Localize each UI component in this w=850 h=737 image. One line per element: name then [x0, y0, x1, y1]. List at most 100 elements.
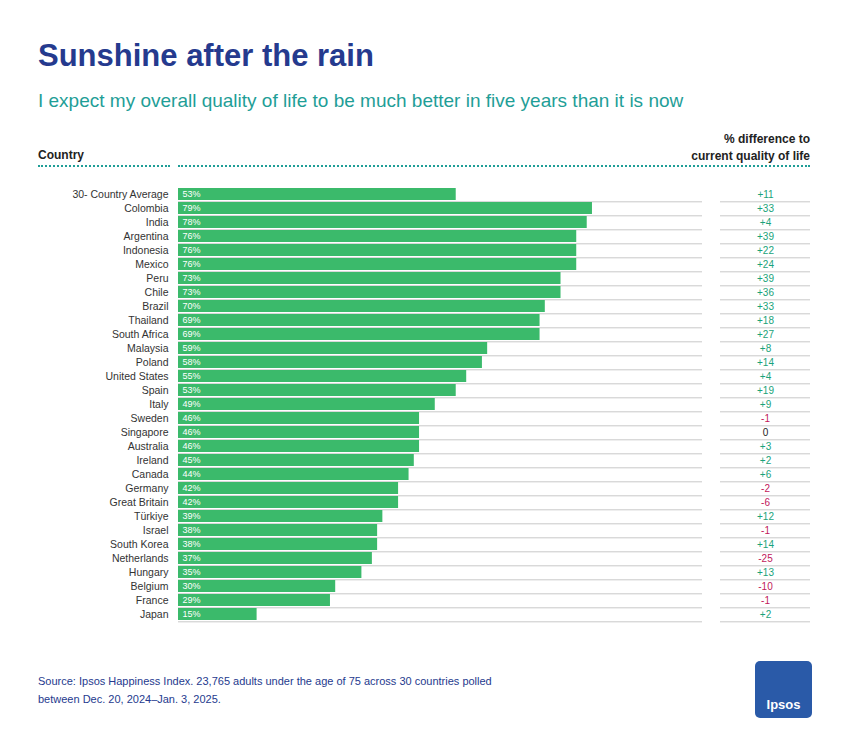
- svg-text:46%: 46%: [183, 441, 201, 451]
- svg-text:Singapore: Singapore: [121, 426, 169, 438]
- svg-text:76%: 76%: [183, 259, 201, 269]
- svg-text:+36: +36: [757, 287, 774, 298]
- svg-text:-1: -1: [761, 413, 770, 424]
- svg-text:Italy: Italy: [149, 398, 169, 410]
- svg-text:53%: 53%: [183, 189, 201, 199]
- svg-text:Peru: Peru: [146, 272, 168, 284]
- svg-text:South Africa: South Africa: [112, 328, 169, 340]
- svg-text:+22: +22: [757, 245, 774, 256]
- svg-text:Germany: Germany: [125, 482, 169, 494]
- svg-text:South Korea: South Korea: [110, 538, 169, 550]
- svg-text:44%: 44%: [183, 469, 201, 479]
- svg-text:Spain: Spain: [142, 384, 169, 396]
- svg-text:37%: 37%: [183, 553, 201, 563]
- svg-text:+39: +39: [757, 273, 774, 284]
- svg-text:India: India: [146, 216, 169, 228]
- svg-text:+19: +19: [757, 385, 774, 396]
- svg-text:+2: +2: [760, 609, 772, 620]
- svg-text:United States: United States: [105, 370, 168, 382]
- html-text:I expect my overall quality of: I expect my overall quality of life to b…: [38, 90, 684, 111]
- svg-text:38%: 38%: [183, 539, 201, 549]
- svg-text:30- Country Average: 30- Country Average: [72, 188, 168, 200]
- svg-text:30%: 30%: [183, 581, 201, 591]
- svg-text:46%: 46%: [183, 427, 201, 437]
- svg-text:58%: 58%: [183, 357, 201, 367]
- svg-text:Türkiye: Türkiye: [134, 510, 169, 522]
- html-text:Source: Ipsos Happiness Index.: Source: Ipsos Happiness Index. 23,765 ad…: [38, 675, 492, 687]
- svg-text:15%: 15%: [183, 609, 201, 619]
- svg-text:-2: -2: [761, 483, 770, 494]
- html-text:Sunshine after the rain: Sunshine after the rain: [38, 38, 374, 73]
- svg-text:+6: +6: [760, 469, 772, 480]
- svg-text:49%: 49%: [183, 399, 201, 409]
- svg-text:55%: 55%: [183, 371, 201, 381]
- svg-text:+39: +39: [757, 231, 774, 242]
- svg-text:Ireland: Ireland: [136, 454, 168, 466]
- svg-text:+8: +8: [760, 343, 772, 354]
- svg-text:France: France: [136, 594, 169, 606]
- svg-text:-1: -1: [761, 525, 770, 536]
- svg-text:Poland: Poland: [136, 356, 169, 368]
- svg-text:Great Britain: Great Britain: [110, 496, 169, 508]
- svg-text:Australia: Australia: [128, 440, 169, 452]
- svg-text:+4: +4: [760, 217, 772, 228]
- svg-text:+2: +2: [760, 455, 772, 466]
- svg-text:69%: 69%: [183, 329, 201, 339]
- html-text:% difference to: % difference to: [724, 132, 810, 146]
- svg-text:70%: 70%: [183, 301, 201, 311]
- html-text:Ipsos: Ipsos: [766, 697, 801, 712]
- svg-text:59%: 59%: [183, 343, 201, 353]
- svg-text:+24: +24: [757, 259, 774, 270]
- svg-text:Canada: Canada: [132, 468, 169, 480]
- svg-text:+12: +12: [757, 511, 774, 522]
- svg-text:79%: 79%: [183, 203, 201, 213]
- svg-text:39%: 39%: [183, 511, 201, 521]
- svg-text:42%: 42%: [183, 497, 201, 507]
- svg-text:46%: 46%: [183, 413, 201, 423]
- svg-text:+14: +14: [757, 357, 774, 368]
- svg-text:Japan: Japan: [140, 608, 169, 620]
- svg-text:29%: 29%: [183, 595, 201, 605]
- svg-text:76%: 76%: [183, 245, 201, 255]
- svg-text:Malaysia: Malaysia: [127, 342, 169, 354]
- svg-text:53%: 53%: [183, 385, 201, 395]
- svg-text:69%: 69%: [183, 315, 201, 325]
- svg-text:Israel: Israel: [143, 524, 169, 536]
- svg-text:Thailand: Thailand: [128, 314, 168, 326]
- svg-text:+18: +18: [757, 315, 774, 326]
- svg-text:Hungary: Hungary: [129, 566, 169, 578]
- svg-text:73%: 73%: [183, 287, 201, 297]
- svg-text:73%: 73%: [183, 273, 201, 283]
- html-text:Country: Country: [38, 148, 84, 162]
- svg-text:45%: 45%: [183, 455, 201, 465]
- svg-text:Mexico: Mexico: [135, 258, 168, 270]
- html-text:current quality of life: current quality of life: [691, 149, 810, 163]
- svg-text:Brazil: Brazil: [142, 300, 168, 312]
- svg-text:42%: 42%: [183, 483, 201, 493]
- svg-text:+14: +14: [757, 539, 774, 550]
- svg-text:+33: +33: [757, 203, 774, 214]
- svg-text:+9: +9: [760, 399, 772, 410]
- svg-text:0: 0: [763, 427, 769, 438]
- svg-text:35%: 35%: [183, 567, 201, 577]
- svg-text:-25: -25: [758, 553, 773, 564]
- svg-text:+33: +33: [757, 301, 774, 312]
- svg-text:-10: -10: [758, 581, 773, 592]
- svg-text:Belgium: Belgium: [131, 580, 169, 592]
- svg-text:Colombia: Colombia: [124, 202, 169, 214]
- svg-text:-6: -6: [761, 497, 770, 508]
- svg-text:78%: 78%: [183, 217, 201, 227]
- svg-text:-1: -1: [761, 595, 770, 606]
- svg-text:+13: +13: [757, 567, 774, 578]
- svg-text:76%: 76%: [183, 231, 201, 241]
- svg-text:Netherlands: Netherlands: [112, 552, 169, 564]
- svg-text:+3: +3: [760, 441, 772, 452]
- svg-text:Indonesia: Indonesia: [123, 244, 169, 256]
- svg-text:Sweden: Sweden: [131, 412, 169, 424]
- svg-text:Chile: Chile: [145, 286, 169, 298]
- svg-text:Argentina: Argentina: [124, 230, 169, 242]
- svg-text:+27: +27: [757, 329, 774, 340]
- svg-text:+4: +4: [760, 371, 772, 382]
- svg-text:+11: +11: [757, 189, 774, 200]
- svg-text:38%: 38%: [183, 525, 201, 535]
